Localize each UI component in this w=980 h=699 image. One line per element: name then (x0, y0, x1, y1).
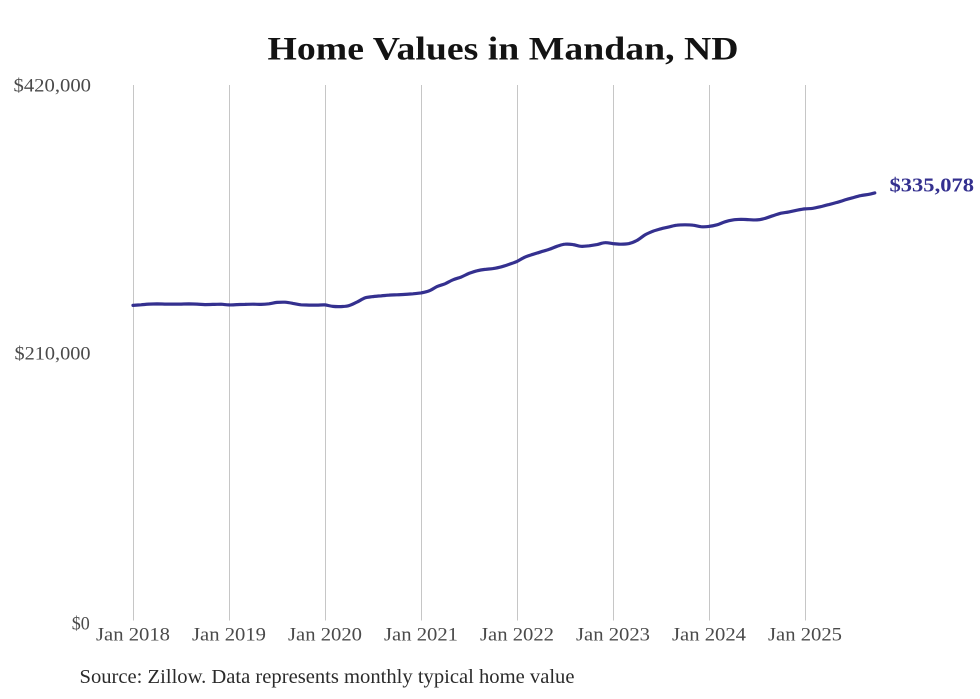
svg-text:$335,078: $335,078 (890, 175, 975, 197)
svg-text:Jan 2023: Jan 2023 (576, 624, 650, 645)
svg-text:$420,000: $420,000 (14, 76, 92, 97)
svg-text:Jan 2019: Jan 2019 (192, 624, 266, 645)
svg-text:Source: Zillow. Data represent: Source: Zillow. Data represents monthly … (80, 667, 575, 688)
svg-text:Jan 2024: Jan 2024 (672, 624, 747, 645)
svg-text:Jan 2021: Jan 2021 (384, 624, 458, 645)
svg-text:Jan 2018: Jan 2018 (96, 624, 170, 645)
svg-text:Jan 2020: Jan 2020 (288, 624, 362, 645)
svg-text:Jan 2022: Jan 2022 (480, 624, 554, 645)
svg-text:$0: $0 (72, 614, 90, 635)
svg-text:Jan 2025: Jan 2025 (768, 624, 842, 645)
svg-text:Home Values in Mandan, ND: Home Values in Mandan, ND (268, 32, 739, 68)
svg-text:$210,000: $210,000 (15, 343, 91, 364)
